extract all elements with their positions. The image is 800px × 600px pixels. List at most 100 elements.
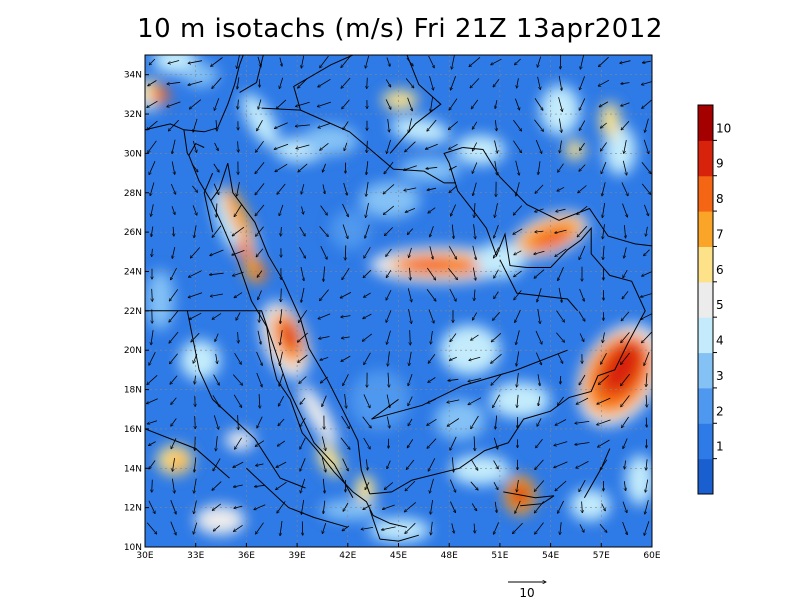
wind-arrow-icon: [299, 376, 307, 384]
wind-arrow-icon: [426, 267, 435, 280]
wind-arrow-icon: [580, 55, 585, 70]
wind-arrow-icon: [364, 352, 371, 365]
wind-arrow-icon: [576, 461, 589, 468]
wind-arrow-icon: [642, 99, 652, 108]
wind-arrow-icon: [579, 98, 586, 110]
wind-arrow-icon: [152, 288, 153, 302]
wind-arrow-icon: [517, 394, 518, 408]
wind-arrow-icon: [537, 308, 540, 324]
wind-arrow-icon: [342, 224, 348, 239]
wind-arrow-icon: [558, 97, 563, 111]
wind-arrow-icon: [340, 437, 350, 450]
wind-arrow-icon: [276, 99, 287, 109]
wind-arrow-icon: [495, 415, 496, 430]
wind-vectors: [146, 55, 652, 536]
wind-arrow-icon: [494, 160, 497, 175]
wind-arrow-icon: [234, 352, 242, 364]
wind-arrow-icon: [386, 269, 392, 278]
wind-arrow-icon: [495, 501, 497, 513]
wind-arrow-icon: [363, 437, 371, 449]
wind-arrow-icon: [147, 100, 158, 107]
wind-arrow-icon: [193, 118, 198, 132]
wind-arrow-icon: [451, 523, 454, 534]
wind-arrow-icon: [428, 207, 436, 213]
wind-arrow-icon: [383, 205, 395, 215]
x-tick-label: 36E: [238, 551, 255, 561]
wind-arrow-icon: [212, 481, 222, 491]
wind-arrow-icon: [621, 83, 630, 84]
wind-arrow-icon: [597, 397, 611, 404]
wind-arrow-icon: [641, 183, 651, 195]
map-title: 10 m isotachs (m/s) Fri 21Z 13apr2012: [137, 14, 663, 44]
wind-arrow-icon: [172, 458, 175, 471]
x-tick-label: 54E: [542, 551, 559, 561]
x-axis-ticks: 30E 33E 36E 39E 42E 45E 48E 51E 54E 57E 60E: [136, 543, 661, 561]
wind-arrow-icon: [576, 397, 589, 404]
y-tick-label: 34N: [124, 71, 142, 81]
wind-arrow-icon: [491, 374, 502, 386]
wind-arrow-icon: [295, 125, 310, 126]
isotach-blob: [302, 125, 358, 155]
wind-arrow-icon: [387, 119, 390, 132]
wind-arrow-icon: [258, 290, 262, 300]
wind-arrow-icon: [366, 203, 369, 218]
wind-arrow-icon: [447, 399, 460, 403]
isotach-blob: [350, 370, 410, 430]
wind-arrow-icon: [278, 418, 285, 426]
wind-arrow-icon: [449, 165, 457, 170]
wind-arrow-icon: [365, 482, 370, 489]
wind-arrow-icon: [471, 334, 479, 340]
wind-arrow-icon: [232, 374, 242, 386]
coastline-segment: [369, 147, 646, 495]
wind-arrow-icon: [640, 313, 652, 319]
wind-arrow-icon: [234, 505, 243, 508]
wind-arrow-icon: [215, 333, 219, 342]
wind-arrow-icon: [427, 398, 436, 403]
wind-arrow-icon: [279, 373, 284, 387]
wind-arrow-icon: [470, 458, 478, 470]
wind-arrow-icon: [146, 398, 158, 404]
wind-arrow-icon: [554, 441, 568, 446]
wind-arrow-icon: [340, 292, 352, 298]
colorbar-swatch: [698, 423, 713, 460]
isotach-blob: [626, 455, 652, 505]
isotach-blob: [298, 384, 338, 446]
wind-arrow-icon: [366, 181, 369, 197]
wind-arrow-icon: [473, 182, 477, 196]
wind-arrow-icon: [148, 140, 157, 153]
wind-arrow-icon: [449, 185, 458, 193]
wind-arrow-icon: [535, 522, 544, 535]
colorbar-label: 2: [716, 404, 724, 418]
wind-arrow-icon: [491, 333, 502, 342]
coastline-segment: [462, 147, 652, 247]
wind-arrow-icon: [171, 161, 175, 175]
wind-arrow-icon: [169, 289, 179, 301]
x-tick-label: 42E: [339, 551, 356, 561]
wind-arrow-icon: [386, 248, 392, 257]
wind-arrow-icon: [538, 396, 540, 406]
wind-arrow-icon: [171, 438, 177, 449]
wind-arrow-icon: [491, 353, 502, 363]
wind-arrow-icon: [472, 142, 478, 152]
isotach-blob: [370, 518, 430, 542]
wind-arrow-icon: [257, 416, 263, 428]
wind-arrow-icon: [409, 247, 412, 258]
wind-arrow-icon: [213, 163, 219, 172]
wind-arrow-icon: [536, 438, 543, 448]
wind-arrow-icon: [450, 76, 456, 90]
wind-arrow-icon: [450, 204, 456, 217]
wind-arrow-icon: [169, 310, 179, 323]
wind-arrow-icon: [555, 248, 567, 257]
colorbar-label: 6: [716, 263, 724, 277]
wind-arrow-icon: [559, 118, 561, 133]
colorbar-frame: [697, 104, 714, 495]
plot-area: [145, 55, 652, 547]
wind-arrow-icon: [492, 312, 500, 320]
wind-arrow-icon: [258, 99, 262, 110]
wind-arrow-icon: [257, 56, 261, 67]
wind-arrow-icon: [448, 267, 457, 280]
wind-arrow-icon: [170, 267, 177, 280]
wind-arrow-icon: [642, 271, 652, 276]
wind-arrow-icon: [599, 524, 607, 532]
wind-arrow-icon: [172, 139, 176, 154]
